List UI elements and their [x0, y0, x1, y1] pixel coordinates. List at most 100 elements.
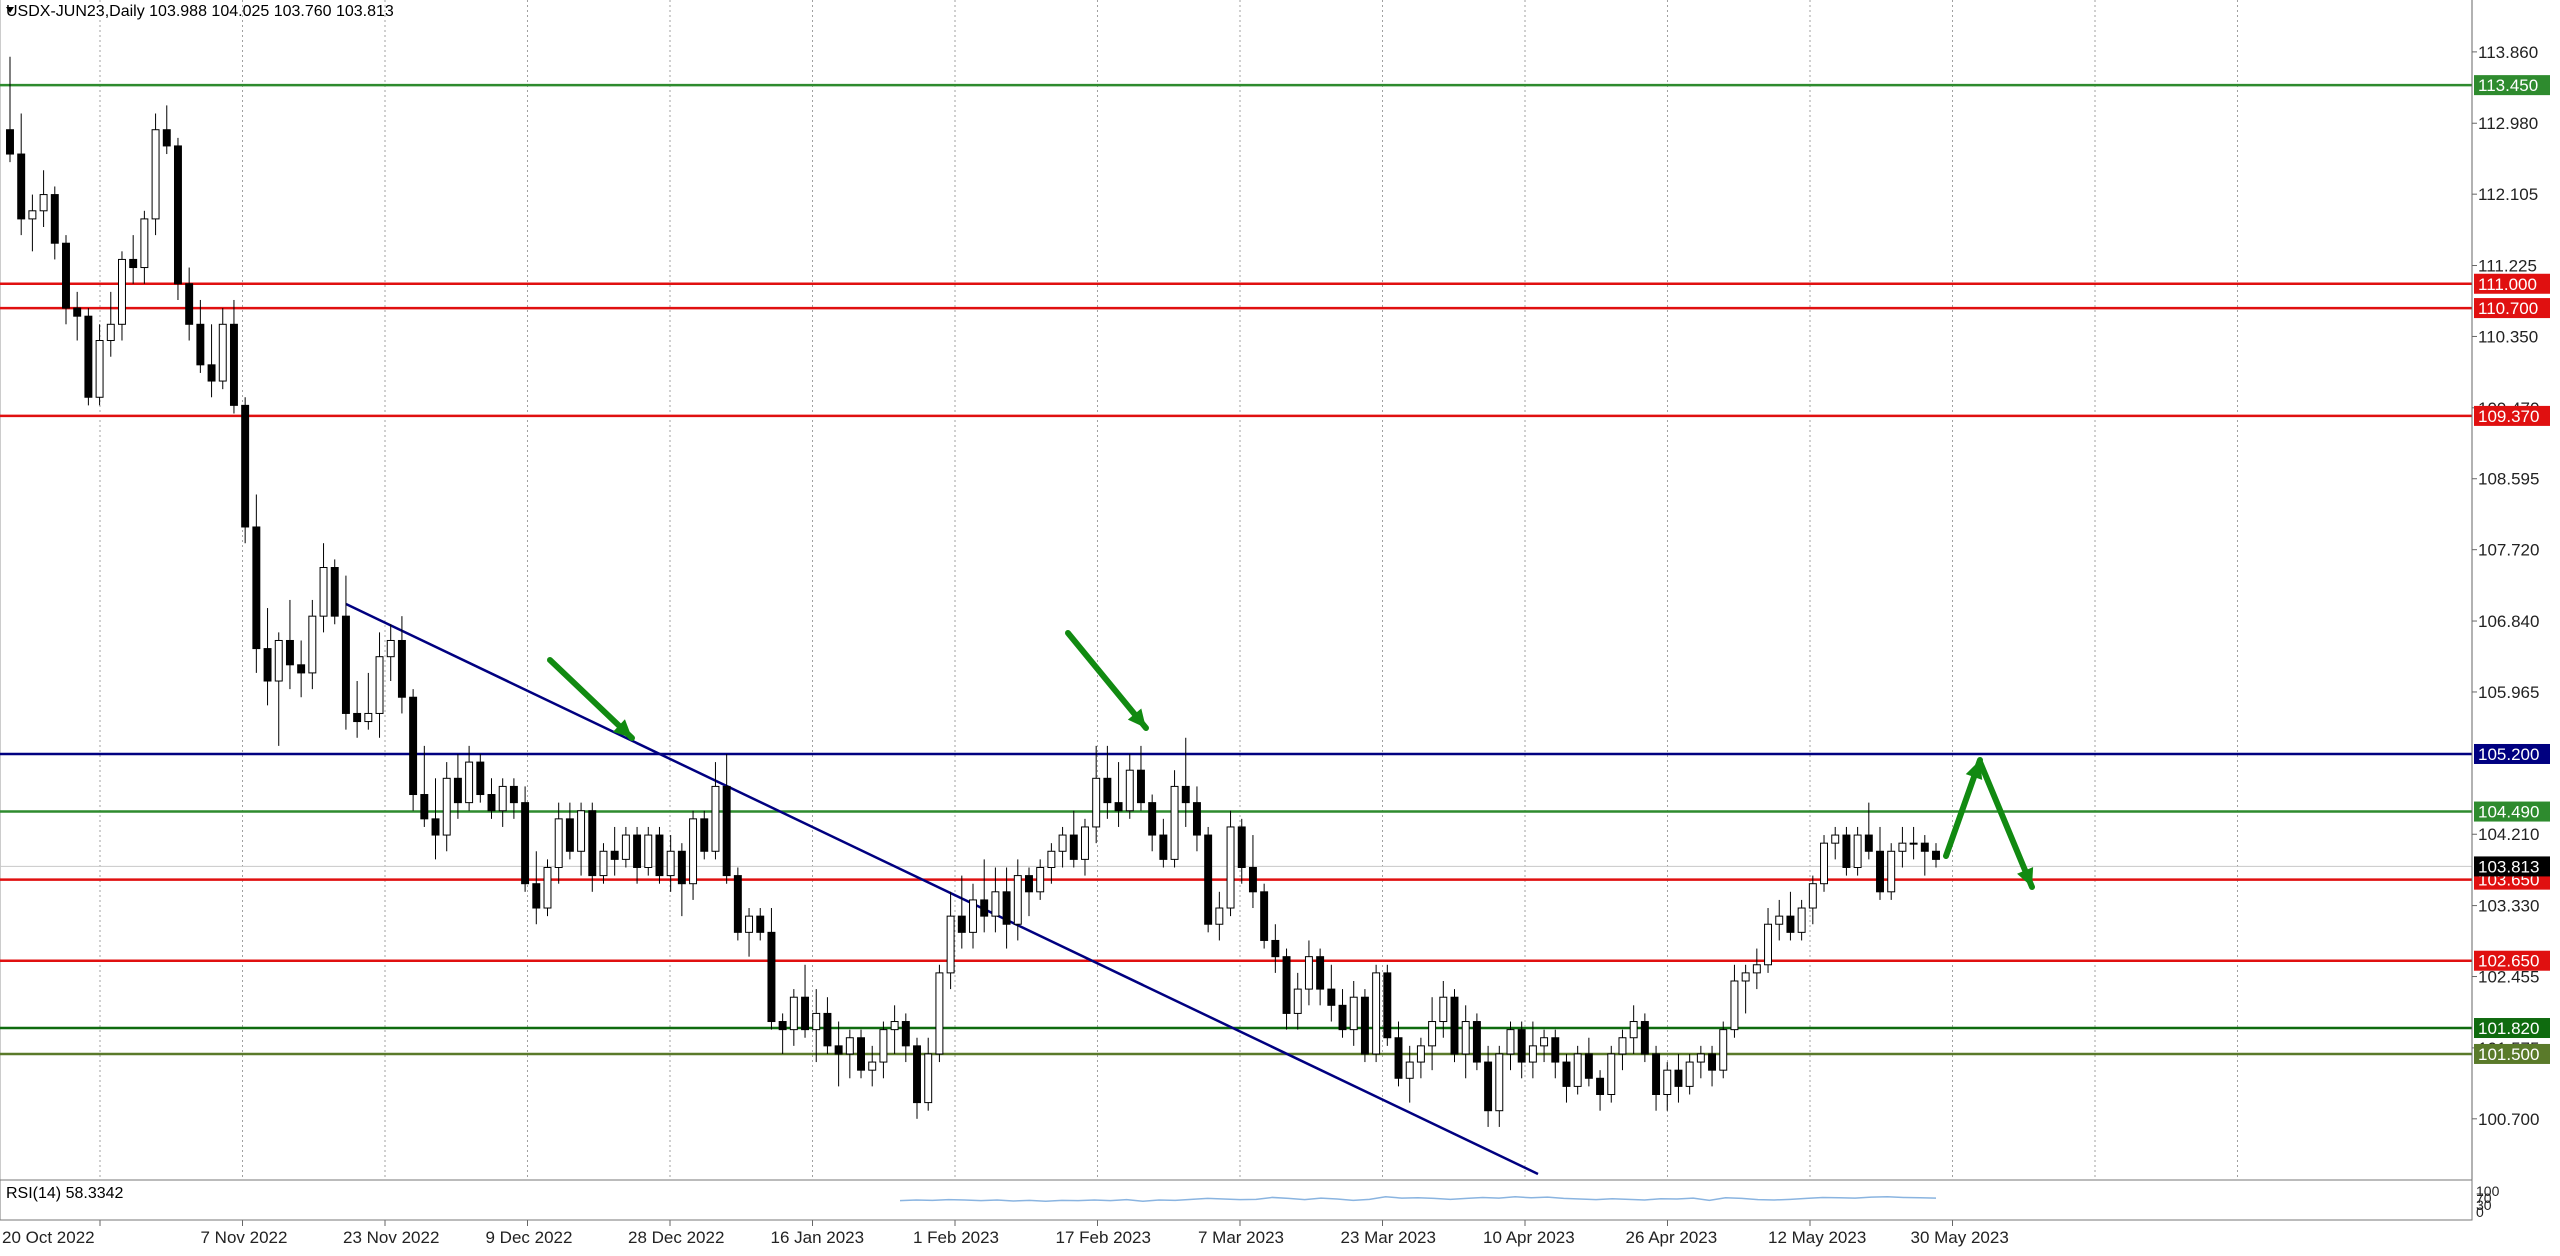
arrow-down-head [2017, 867, 2034, 887]
y-tick-label: 102.455 [2478, 968, 2539, 987]
candle-bullish [1349, 996, 1358, 1031]
level-price-tag [2474, 743, 2550, 764]
candle-bearish [756, 915, 765, 933]
current-price-tag-label: 103.813 [2478, 857, 2539, 876]
y-tick-label: 111.225 [2478, 257, 2537, 276]
candle-bearish [73, 307, 82, 317]
y-tick-label: 103.330 [2478, 897, 2539, 916]
rsi-scale-label: 0 [2476, 1204, 2484, 1220]
level-price-tag-label: 102.650 [2478, 952, 2539, 971]
arrow-down-right-1-head [612, 719, 632, 738]
candle-bullish [879, 1029, 888, 1063]
candle-bearish [677, 850, 686, 885]
level-price-tag-label: 109.370 [2478, 407, 2539, 426]
candle-bullish [812, 1012, 821, 1031]
level-price-tag-label: 104.490 [2478, 803, 2539, 822]
candle-bullish [1092, 777, 1101, 828]
level-price-tag [2474, 950, 2550, 971]
candle-bullish [1618, 1037, 1627, 1055]
candle-bearish [1472, 1021, 1481, 1063]
candle-bearish [1584, 1053, 1593, 1079]
candle-bullish [1058, 834, 1067, 852]
candle-bearish [565, 818, 574, 852]
trendline [345, 602, 1539, 1176]
candle-bearish [263, 648, 272, 682]
candle-bullish [689, 818, 698, 885]
candle-bullish [946, 915, 955, 974]
candle-bullish [1696, 1053, 1705, 1063]
collapse-triangle-icon[interactable] [6, 7, 14, 13]
candle-bullish [1898, 842, 1907, 852]
candle-bearish [341, 615, 350, 714]
candle-bullish [1797, 907, 1806, 933]
candle-bullish [1540, 1037, 1549, 1047]
x-tick-label: 26 Apr 2023 [1626, 1228, 1718, 1247]
x-tick-label: 12 May 2023 [1768, 1228, 1866, 1247]
candle-bullish [39, 194, 48, 212]
candle-bearish [1596, 1077, 1605, 1095]
candle-bearish [397, 639, 406, 698]
rsi-line [899, 1196, 1937, 1203]
candle-bullish [868, 1061, 877, 1071]
x-tick-label: 16 Jan 2023 [771, 1228, 865, 1247]
candle-bearish [1282, 956, 1291, 1014]
candle-bearish [1025, 875, 1033, 893]
candle-bearish [767, 931, 776, 1023]
y-tick-label: 112.980 [2478, 114, 2538, 133]
candle-bearish [1260, 891, 1269, 941]
candle-bullish [1428, 1021, 1437, 1047]
candle-bullish [1372, 972, 1381, 1055]
candle-bearish [1708, 1053, 1717, 1071]
candle-bearish [252, 526, 261, 650]
candle-bullish [554, 818, 563, 868]
candle-bullish [319, 567, 328, 617]
arrow-down-right-2-head [1127, 708, 1146, 728]
arrow-down-right-2 [1065, 630, 1149, 731]
rsi-label: RSI(14) 58.3342 [6, 1185, 124, 1202]
candle-bullish [1495, 1053, 1504, 1112]
candle-bullish [666, 850, 675, 877]
candle-bullish [1719, 1029, 1728, 1071]
candle-bullish [498, 785, 507, 812]
candle-bullish [711, 785, 720, 852]
candle-bullish [1685, 1061, 1694, 1087]
y-tick-label: 105.965 [2478, 683, 2539, 702]
level-price-tag [2474, 1043, 2550, 1064]
level-price-tag [2474, 75, 2550, 96]
candle-bullish [1887, 850, 1896, 893]
x-tick-label: 23 Mar 2023 [1341, 1228, 1436, 1247]
arrow-down [1977, 759, 2035, 890]
candle-bullish [1607, 1053, 1616, 1095]
candle-bullish [375, 656, 384, 714]
level-price-tag-label: 113.450 [2478, 76, 2538, 95]
candle-bullish [1663, 1069, 1672, 1095]
candle-bullish [1304, 956, 1313, 990]
arrow-down-right-1 [547, 657, 635, 741]
y-tick-label: 104.210 [2478, 825, 2539, 844]
candle-bearish [834, 1045, 843, 1055]
x-tick-label: 20 Oct 2022 [2, 1228, 95, 1247]
candle-bullish [1125, 769, 1134, 812]
candle-bearish [420, 794, 429, 820]
candle-bullish [599, 850, 608, 877]
candle-bearish [453, 777, 462, 804]
candle-bullish [118, 258, 126, 325]
x-tick-label: 7 Nov 2022 [201, 1228, 288, 1247]
y-tick-label: 108.595 [2478, 470, 2539, 489]
current-price-tag [2474, 856, 2550, 877]
x-tick-label: 7 Mar 2023 [1198, 1228, 1284, 1247]
candle-bullish [140, 218, 149, 269]
candle-bullish [1506, 1029, 1515, 1055]
candle-bearish [778, 1021, 787, 1031]
candle-bearish [353, 712, 362, 723]
candle-bearish [1652, 1053, 1661, 1095]
candle-bearish [901, 1021, 910, 1047]
candle-bearish [476, 761, 485, 796]
candle-bearish [1876, 850, 1884, 893]
x-tick-label: 28 Dec 2022 [628, 1228, 724, 1247]
candle-bearish [1786, 915, 1795, 933]
candle-bullish [969, 899, 977, 933]
